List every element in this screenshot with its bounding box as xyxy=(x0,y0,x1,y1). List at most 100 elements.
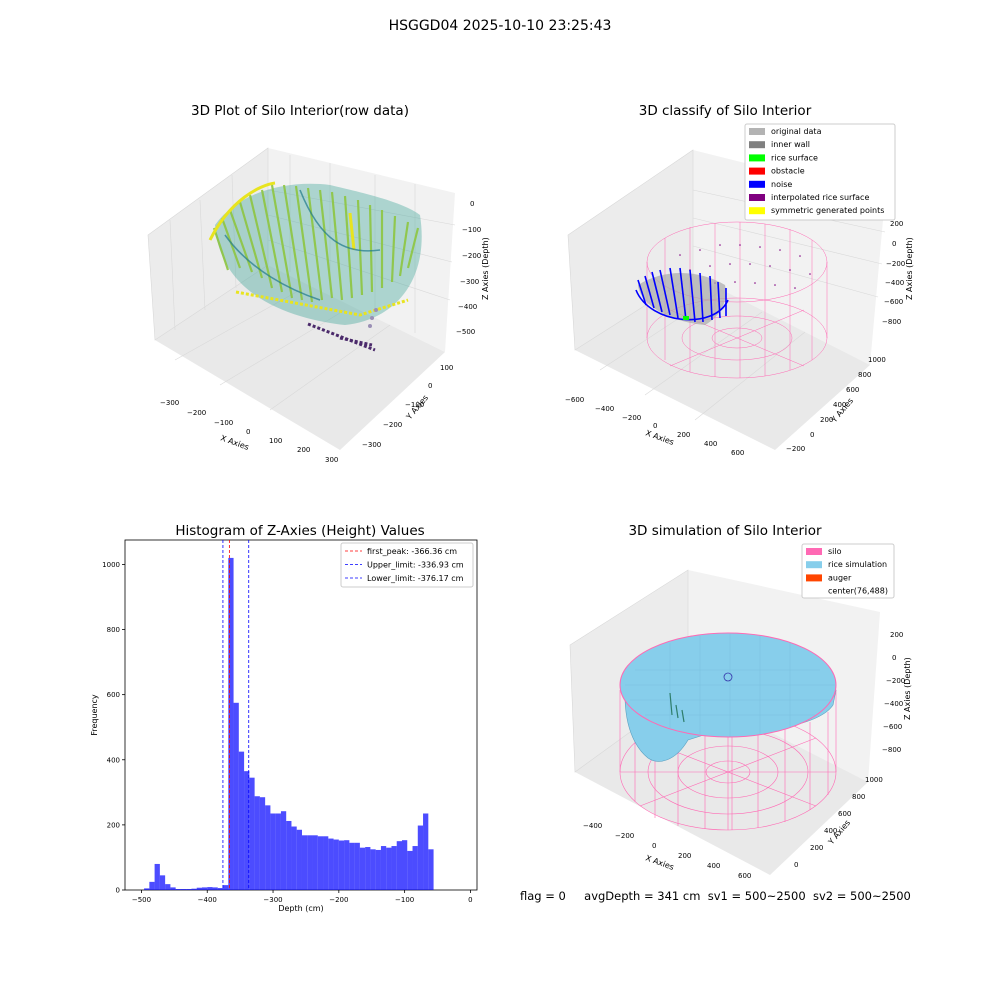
raw-xtick: −100 xyxy=(214,419,233,427)
histogram-bar xyxy=(301,835,308,890)
histogram-bar xyxy=(296,829,302,890)
raw-tick-labels: −300 −200 −100 0 100 200 300 100 0 −100 … xyxy=(160,200,481,464)
histogram-bar xyxy=(396,841,402,890)
classify-3d-plot: original data inner wall rice surface obsta… xyxy=(565,123,914,457)
histogram-ytick-label: 600 xyxy=(107,691,120,699)
simulation-ytick: 1000 xyxy=(865,776,883,784)
status-line: flag = 0 avgDepth = 341 cm sv1 = 500~250… xyxy=(520,889,911,903)
histogram-xtick-label: 0 xyxy=(468,896,472,904)
histogram-bar xyxy=(401,840,408,890)
classify-ytick: 800 xyxy=(858,371,871,379)
simulation-xtick: −400 xyxy=(583,822,602,830)
legend-swatch xyxy=(749,180,765,188)
raw-zlabel: Z Axies (Depth) xyxy=(481,237,490,300)
histogram-y-ticks: 0 200 400 600 800 1000 xyxy=(102,561,125,895)
classify-legend-items: original data inner wall rice surface obsta… xyxy=(749,127,884,215)
histogram-bar xyxy=(238,751,245,890)
legend-label: rice surface xyxy=(771,153,818,162)
classify-ztick: −600 xyxy=(884,298,903,306)
histogram-bar xyxy=(317,836,324,890)
simulation-xtick: 400 xyxy=(707,862,720,870)
raw-3d-plot: −300 −200 −100 0 100 200 300 100 0 −100 … xyxy=(147,147,490,464)
histogram-bar xyxy=(328,838,334,890)
raw-panel-title: 3D Plot of Silo Interior(row data) xyxy=(191,103,409,119)
histogram-bar xyxy=(286,820,292,890)
classify-ytick: 400 xyxy=(833,401,846,409)
histogram-legend: first_peak: -366.36 cm Upper_limit: -336.… xyxy=(340,542,474,588)
classify-interpolated-surface xyxy=(679,244,811,289)
raw-ytick: 100 xyxy=(440,364,453,372)
classify-zlabel: Z Axies (Depth) xyxy=(905,237,914,300)
simulation-rice-surface xyxy=(619,632,837,762)
histogram-legend-label: Upper_limit: -336.93 cm xyxy=(367,561,464,570)
histogram-bar xyxy=(175,889,181,890)
raw-xtick: −300 xyxy=(160,399,179,407)
raw-ztick: −400 xyxy=(458,303,477,311)
simulation-ztick: 0 xyxy=(892,654,896,662)
histogram-bar xyxy=(180,889,187,890)
classify-xtick: −600 xyxy=(565,396,584,404)
raw-panes xyxy=(147,147,455,450)
histogram-bar xyxy=(265,805,271,890)
raw-grid xyxy=(169,155,456,411)
histogram-bar xyxy=(244,771,250,890)
status-flag: flag = 0 xyxy=(520,889,566,903)
simulation-ztick: −600 xyxy=(883,723,902,731)
legend-label: inner wall xyxy=(771,140,810,149)
classify-ztick: −800 xyxy=(882,318,901,326)
histogram-legend-items: first_peak: -366.36 cm Upper_limit: -336.… xyxy=(345,547,464,583)
classify-tick-labels: −600 −400 −200 0 200 400 600 1000 800 60… xyxy=(565,220,905,457)
classify-ztick: 200 xyxy=(890,220,903,228)
simulation-xtick: −200 xyxy=(615,832,634,840)
histogram-ytick-label: 400 xyxy=(107,756,120,764)
classify-ytick: −200 xyxy=(786,445,805,453)
classify-ztick: 0 xyxy=(892,240,896,248)
histogram-bar xyxy=(154,863,160,890)
simulation-3d-plot: silo rice simulation auger center(76,488) −… xyxy=(569,543,912,880)
simulation-ytick: 0 xyxy=(794,861,798,869)
status-avg-depth: avgDepth = 341 cm xyxy=(584,889,701,903)
histogram-bar xyxy=(233,702,239,890)
raw-ztick: −300 xyxy=(460,278,479,286)
simulation-xtick: 0 xyxy=(652,842,656,850)
raw-ytick: −100 xyxy=(405,401,424,409)
histogram-x-ticks: −500 −400 −300 −200 −100 0 xyxy=(132,890,473,904)
legend-label: symmetric generated points xyxy=(771,206,884,215)
classify-xtick: −200 xyxy=(622,414,641,422)
histogram-bar xyxy=(375,849,381,890)
simulation-xlabel: X Axies xyxy=(644,853,675,872)
histogram-bar xyxy=(170,887,176,890)
histogram-ytick-label: 800 xyxy=(107,626,120,634)
classify-panel-title: 3D classify of Silo Interior xyxy=(638,103,812,119)
legend-label: noise xyxy=(771,180,792,189)
legend-swatch xyxy=(806,574,822,582)
classify-xtick: 600 xyxy=(731,449,744,457)
raw-xtick: 0 xyxy=(246,428,250,436)
histogram-bar xyxy=(259,797,266,890)
histogram-xtick-label: −400 xyxy=(198,896,217,904)
simulation-ztick: −200 xyxy=(886,677,905,685)
histogram-bar xyxy=(386,847,392,890)
classify-xtick: −400 xyxy=(595,405,614,413)
histogram-bar xyxy=(391,846,397,890)
status-sv2: sv2 = 500~2500 xyxy=(812,889,911,903)
histogram-ylabel: Frequency xyxy=(90,694,99,736)
raw-ztick: −100 xyxy=(462,226,481,234)
classify-panes xyxy=(567,149,885,450)
histogram-title: Histogram of Z-Axies (Height) Values xyxy=(175,523,425,539)
histogram-bar xyxy=(270,813,276,890)
histogram-bar xyxy=(380,846,387,890)
raw-ztick: −200 xyxy=(462,252,481,260)
simulation-ytick: 400 xyxy=(824,827,837,835)
histogram-bar xyxy=(191,888,197,890)
legend-swatch xyxy=(749,207,765,215)
histogram-bar xyxy=(291,826,297,890)
raw-xlabel: X Axies xyxy=(219,433,250,452)
histogram-bar xyxy=(196,887,202,890)
histogram-bar xyxy=(275,813,281,890)
histogram-xtick-label: −200 xyxy=(329,896,348,904)
histogram-bar xyxy=(407,850,413,890)
simulation-legend-items: silo rice simulation auger center(76,488) xyxy=(806,547,888,596)
classify-xtick: 0 xyxy=(653,422,657,430)
legend-swatch xyxy=(749,128,765,135)
